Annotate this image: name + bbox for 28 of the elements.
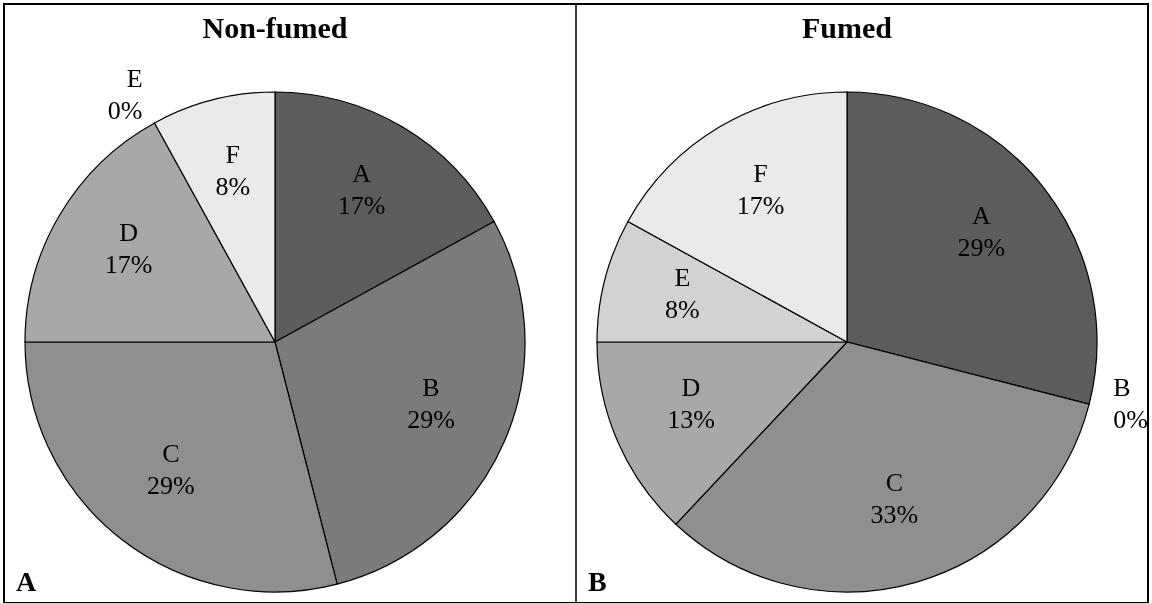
slice-label: F (753, 158, 768, 188)
chart-title: Non-fumed (202, 11, 348, 44)
slice-label: A (352, 158, 372, 188)
text: 0% (1113, 405, 1149, 435)
slice-label: A (971, 200, 991, 230)
data-label: 17% (337, 190, 386, 220)
slice-label: C (885, 468, 904, 498)
slice-label: B (422, 372, 440, 402)
data-label: 8% (665, 294, 700, 324)
text: A (16, 566, 37, 597)
chart-title: Fumed (802, 11, 893, 44)
text: 0% (107, 96, 143, 126)
data-label: 29% (957, 232, 1006, 262)
data-label: 17% (736, 190, 785, 220)
category-label: B (1113, 373, 1131, 403)
slice-label: E (674, 262, 691, 292)
data-label: 29% (407, 404, 455, 434)
data-label: 29% (146, 471, 195, 501)
data-label: 8% (215, 172, 251, 202)
slice-label: F (225, 140, 240, 170)
slice-label: D (119, 218, 139, 248)
data-label: 33% (870, 500, 919, 530)
data-label: 17% (104, 250, 153, 280)
slice-label: D (681, 372, 701, 402)
text: B (588, 566, 607, 597)
slice-label: C (162, 439, 180, 469)
data-label: 13% (667, 404, 715, 434)
category-label: E (126, 64, 143, 94)
